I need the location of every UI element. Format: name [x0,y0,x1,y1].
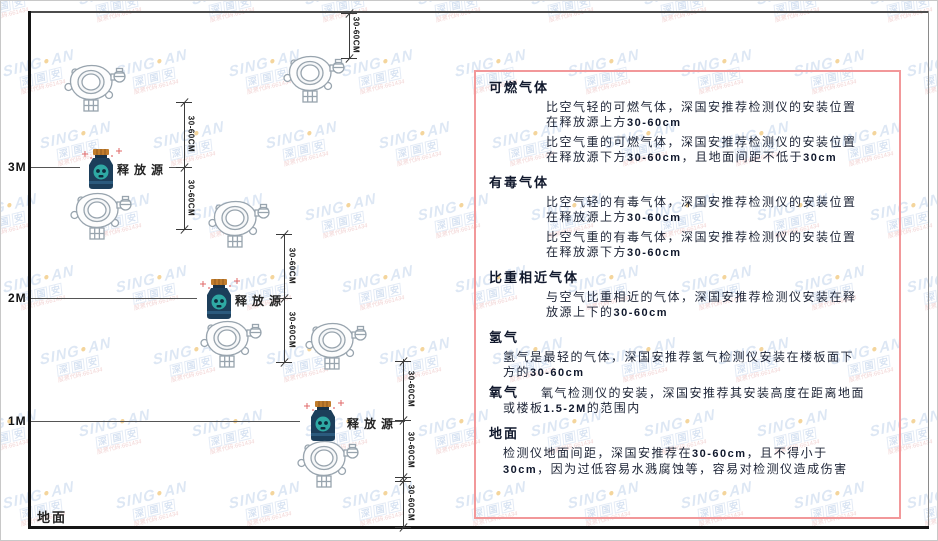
level-line-1m [31,421,300,422]
section-heading: 氢气 [489,330,520,345]
gas-detector [199,319,263,369]
gas-detector [304,321,368,371]
dimension-label: 30-60CM [186,179,196,217]
measurement-value: 30-60cm [692,448,747,460]
gas-detector-icon [64,64,126,112]
section-paragraph: 比空气轻的有毒气体，深国安推荐检测仪的安装位置在释放源上方30-60cm [546,195,857,224]
ground-label: 地面 [37,510,68,525]
level-label-3m: 3M [8,160,27,174]
measurement-value: 30-60cm [627,212,682,224]
gas-detector [207,199,271,249]
dimension-line [403,359,404,527]
ground-line [28,526,929,529]
release-source-icon [200,278,240,319]
section-paragraph: 比空气重的有毒气体，深国安推荐检测仪的安装位置在释放源下方30-60cm [546,230,857,259]
measurement-value: 30-60cm [530,367,585,379]
section-heading: 比重相近气体 [489,270,580,285]
gas-detector [69,191,133,241]
release-source-label: 释放源 [347,417,399,431]
release-source-icon [82,148,122,189]
level-label-2m: 2M [8,291,27,305]
gas-detector-icon [200,320,262,368]
section-paragraph: 氢气是最轻的气体，深国安推荐氢气检测仪安装在楼板面下方的30-60cm [503,350,855,379]
section-paragraph: 比空气轻的可燃气体，深国安推荐检测仪的安装位置在释放源上方30-60cm [546,100,857,129]
section-paragraph: 比空气重的可燃气体，深国安推荐检测仪的安装位置在释放源下方30-60cm，且地面… [546,135,857,164]
dimension-label: 30-60CM [287,247,297,285]
gas-detector-icon [305,322,367,370]
measurement-value: 30cm [803,152,838,164]
dimension-label: 30-60CM [406,370,416,408]
dimension-label: 30-60CM [287,311,297,349]
release-source [197,277,241,321]
measurement-value: 30-60cm [627,117,682,129]
level-line-2m [31,298,197,299]
section-paragraph: 检测仪地面间距，深国安推荐在30-60cm，且不得小于30cm，因为过低容易水溅… [503,446,848,476]
release-source-label: 释放源 [235,294,287,308]
release-source-icon [304,400,344,441]
gas-detector [63,63,127,113]
release-source [301,399,345,443]
gas-detector-icon [297,440,359,488]
level-line-3m [31,167,80,168]
right-frame-line [928,11,929,528]
dimension-label: 30-60CM [351,16,361,54]
section-heading: 地面 [489,426,520,441]
dimension-connector-line [389,421,405,422]
dimension-label: 30-60CM [406,484,416,522]
ceiling-line [28,11,929,13]
measurement-value: 30-60cm [613,307,669,319]
release-source [79,147,123,191]
section-heading: 有毒气体 [489,175,550,190]
dimension-label: 30-60CM [406,431,416,469]
section-paragraph: 与空气比重相近的气体，深国安推荐检测仪安装在释放源上下的30-60cm [546,290,857,319]
gas-detector-icon [208,200,270,248]
dimension-line [349,13,350,58]
section-heading: 氧气 [489,385,520,400]
measurement-value: 30-60cm [627,247,682,259]
wall-line [28,11,31,529]
measurement-value: 30-60cm [627,152,682,164]
info-panel: 可燃气体比空气轻的可燃气体，深国安推荐检测仪的安装位置在释放源上方30-60cm… [474,70,901,519]
measurement-value: 1.5-2M [543,403,587,415]
section-paragraph: 氧气 氧气检测仪的安装，深国安推荐其安装高度在距离地面或楼板1.5-2M的范围内 [489,385,866,415]
gas-detector [282,54,346,104]
gas-detector-icon [70,192,132,240]
gas-detector [296,439,360,489]
section-heading: 可燃气体 [489,80,550,95]
release-source-label: 释放源 [117,163,169,177]
dimension-label: 30-60CM [186,115,196,153]
level-label-1m: 1M [8,414,27,428]
gas-detector-icon [283,55,345,103]
measurement-value: 30cm [503,464,538,476]
